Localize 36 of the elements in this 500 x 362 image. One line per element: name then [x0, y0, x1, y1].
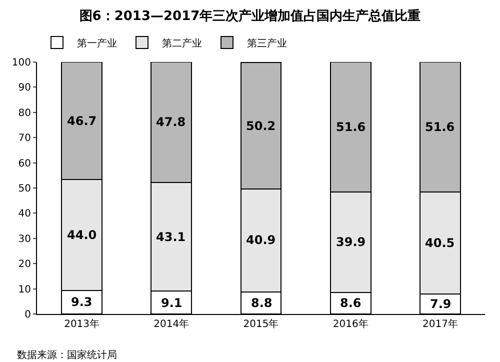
y-tick-label: 40 [18, 208, 31, 220]
data-label: 50.2 [246, 119, 276, 133]
data-label: 44.0 [67, 228, 97, 242]
chart-title: 图6：2013—2017年三次产业增加值占国内生产总值比重 [79, 8, 421, 24]
x-tick-label: 2016年 [332, 318, 368, 330]
y-tick-label: 0 [24, 310, 31, 320]
data-label: 9.3 [71, 295, 92, 309]
y-tick-label: 70 [18, 133, 31, 144]
x-tick-label: 2017年 [422, 318, 458, 330]
x-tick-label: 2015年 [243, 318, 279, 330]
data-label: 47.8 [156, 115, 186, 129]
legend-label: 第三产业 [247, 37, 287, 50]
data-label: 46.7 [67, 114, 97, 128]
data-label: 8.8 [251, 296, 272, 310]
data-label: 8.6 [340, 296, 362, 310]
y-tick-label: 60 [18, 158, 31, 170]
x-tick-label: 2014年 [154, 318, 190, 330]
data-label: 43.1 [156, 230, 186, 244]
data-label: 40.9 [246, 233, 276, 247]
source-note: 数据来源：国家统计局 [17, 349, 117, 361]
y-tick-label: 30 [18, 234, 31, 245]
legend-label: 第一产业 [77, 37, 117, 50]
data-label: 7.9 [430, 297, 452, 311]
y-tick-label: 80 [18, 108, 31, 119]
y-tick-label: 100 [12, 58, 31, 68]
x-tick-label: 2013年 [64, 318, 100, 330]
legend-label: 第二产业 [162, 37, 202, 50]
data-label: 40.5 [425, 236, 455, 250]
y-tick-label: 50 [18, 184, 31, 194]
data-label: 51.6 [425, 120, 455, 134]
data-label: 51.6 [336, 120, 366, 134]
y-tick-label: 20 [18, 259, 31, 270]
data-label: 9.1 [161, 296, 182, 310]
y-tick-label: 10 [18, 284, 31, 296]
data-label: 39.9 [336, 235, 366, 249]
y-tick-label: 90 [18, 82, 31, 94]
